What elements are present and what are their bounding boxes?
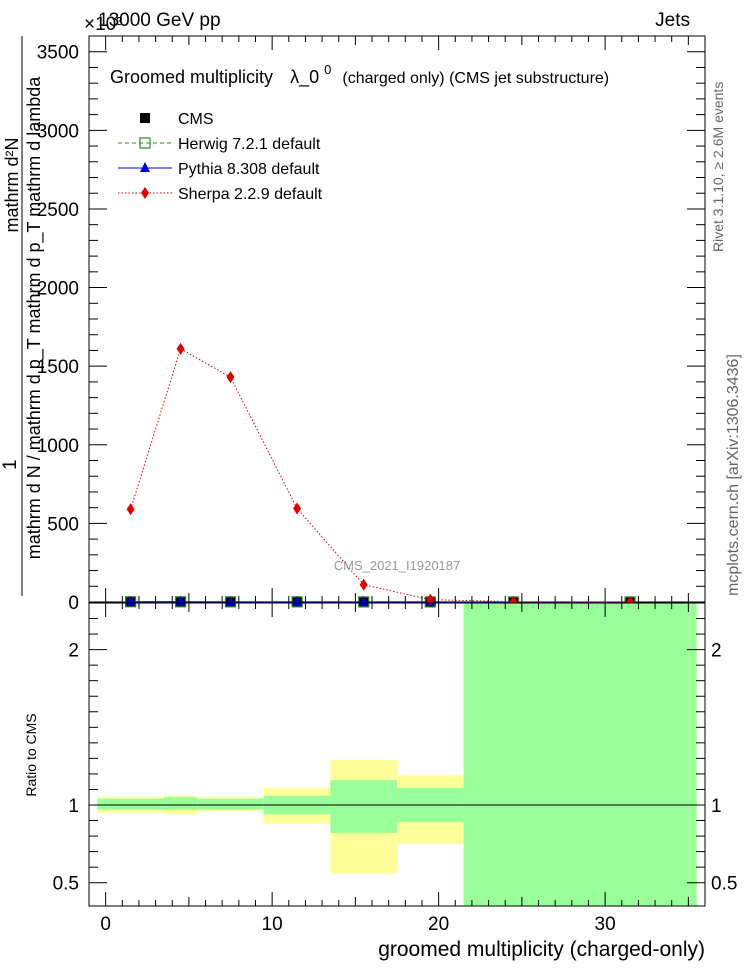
data-point [176, 342, 185, 355]
data-point [359, 578, 368, 591]
ratio-y-axis-label: Ratio to CMS [23, 713, 39, 796]
x-axis-label: groomed multiplicity (charged-only) [378, 938, 705, 961]
chart-title-main: Groomed multiplicity [110, 67, 273, 87]
y-tick-label: 1000 [37, 436, 79, 457]
chart-title-lambda: λ_0 [290, 67, 319, 88]
ratio-band-stat [197, 798, 264, 810]
legend-marker [141, 187, 149, 199]
ratio-band-stat [97, 798, 164, 810]
y-axis-label-numerator: mathrm d²N [2, 137, 22, 232]
ratio-y-tick-label-right: 0.5 [711, 874, 737, 895]
data-point [293, 502, 302, 515]
data-point [126, 503, 135, 516]
ratio-y-tick-label: 1 [68, 796, 79, 817]
chart-title: Groomed multiplicity λ_0 0 (charged only… [110, 58, 609, 88]
legend-label: CMS [178, 111, 214, 128]
ratio-band-stat [163, 797, 198, 810]
ratio-y-tick-label-right: 2 [711, 641, 722, 662]
data-point [226, 371, 235, 384]
y-tick-label: 500 [47, 514, 79, 535]
legend-label: Herwig 7.2.1 default [178, 136, 321, 153]
legend: CMS Herwig 7.2.1 default Pythia 8.308 defa… [118, 111, 323, 203]
energy-label: 13000 GeV pp [98, 10, 221, 31]
ratio-band-stat [330, 780, 397, 833]
watermark: CMS_2021_I1920187 [334, 558, 461, 573]
main-panel: 0 500 1000 1500 2000 2500 3000 3500 CMS_2021_I1… [0, 35, 706, 614]
ratio-y-tick-label-right: 1 [711, 796, 722, 817]
y-tick-label: 3000 [37, 121, 79, 142]
ratio-band-stat [463, 603, 697, 906]
y-tick-label: 2000 [37, 279, 79, 300]
process-label: Jets [655, 10, 690, 31]
mcplots-label: mcplots.cern.ch [arXiv:1306.3436] [725, 354, 742, 596]
ratio-y-tick-label: 0.5 [53, 874, 79, 895]
legend-marker [140, 162, 150, 172]
y-axis-label-denominator: mathrm d N / mathrm d p_T mathrm d p_T m… [24, 76, 45, 559]
y-axis-label-top: 1 [0, 459, 21, 470]
chart-title-suffix: (charged only) (CMS jet substructure) [342, 70, 609, 87]
x-tick-label: 30 [595, 914, 616, 935]
y-tick-label: 2500 [37, 200, 79, 221]
x-tick-label: 10 [262, 914, 283, 935]
y-tick-label: 0 [68, 593, 79, 614]
legend-label: Pythia 8.308 default [178, 161, 320, 178]
rivet-label: Rivet 3.1.10, ≥ 2.6M events [710, 82, 726, 252]
legend-label: Sherpa 2.2.9 default [178, 186, 323, 203]
y-tick-label: 3500 [37, 43, 79, 64]
legend-marker [139, 137, 151, 149]
y-tick-label: 1500 [37, 357, 79, 378]
y-exponent-label: ×10³ [84, 14, 123, 35]
x-tick-label: 20 [428, 914, 449, 935]
x-tick-label: 0 [100, 914, 111, 935]
ratio-panel: 0.5 0.5 1 1 2 2 0 10 20 30 Ratio to CMS groomed … [23, 602, 737, 961]
ratio-frame [88, 602, 706, 907]
legend-marker [140, 113, 150, 123]
chart-title-sup: 0 [324, 62, 331, 77]
ratio-y-tick-label: 2 [68, 641, 79, 662]
